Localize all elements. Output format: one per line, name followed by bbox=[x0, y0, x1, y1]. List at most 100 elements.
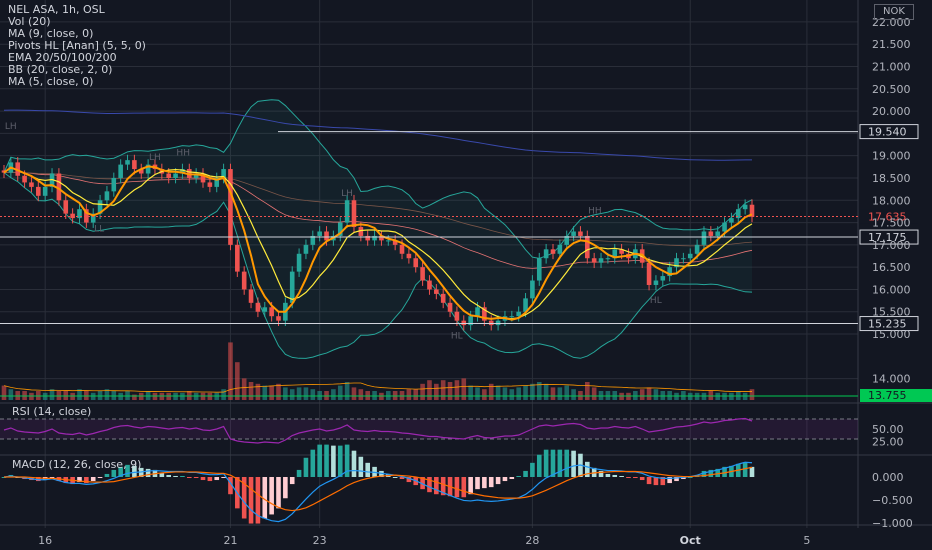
pivot-label: LH bbox=[5, 122, 17, 132]
macd-histogram-bar bbox=[653, 477, 659, 486]
volume-bar bbox=[447, 382, 453, 400]
macd-histogram-bar bbox=[619, 475, 624, 477]
level-label: 15.235 bbox=[868, 318, 907, 331]
volume-bar bbox=[303, 387, 309, 400]
candle-body bbox=[42, 186, 48, 196]
macd-histogram-bar bbox=[207, 477, 213, 482]
candle-body bbox=[735, 209, 741, 219]
candle-body bbox=[392, 240, 398, 245]
macd-histogram-bar bbox=[406, 477, 412, 483]
macd-histogram-bar bbox=[248, 477, 254, 524]
macd-histogram-bar bbox=[77, 477, 82, 483]
macd-histogram-bar bbox=[276, 477, 281, 509]
volume-bar bbox=[406, 389, 412, 400]
candle-body bbox=[29, 182, 34, 187]
currency-button[interactable]: NOK bbox=[874, 4, 914, 20]
pivot-label: HL bbox=[451, 331, 463, 341]
legend-volume[interactable]: Vol (20) bbox=[8, 15, 51, 28]
candle-body bbox=[468, 316, 473, 326]
legend-ema[interactable]: EMA 20/50/100/200 bbox=[8, 51, 117, 64]
volume-bar bbox=[296, 387, 302, 400]
candle-body bbox=[653, 280, 659, 285]
macd-histogram-bar bbox=[365, 462, 371, 477]
price-levels: 19.540 17.175 15.235 17.635 13.755 bbox=[0, 124, 932, 402]
macd-histogram-bar bbox=[97, 477, 103, 479]
macd-histogram-bar bbox=[296, 469, 302, 477]
macd-histogram-bar bbox=[331, 445, 336, 477]
macd-histogram-bar bbox=[193, 477, 199, 479]
pivot-label: HH bbox=[588, 207, 602, 217]
signal-line bbox=[4, 466, 753, 512]
macd-tick-label: 0.000 bbox=[872, 471, 904, 484]
candle-body bbox=[482, 307, 487, 321]
candle-body bbox=[447, 302, 453, 312]
candle-body bbox=[193, 173, 199, 178]
volume-bar bbox=[248, 382, 254, 400]
volume-bar bbox=[221, 389, 226, 400]
candle-body bbox=[509, 316, 515, 318]
volume-bar bbox=[228, 342, 233, 400]
pivot-label: LL bbox=[94, 224, 104, 234]
volume-bar bbox=[516, 387, 521, 400]
rsi-tick-label: 50.00 bbox=[872, 423, 904, 436]
time-tick-label: Oct bbox=[680, 534, 701, 547]
candle-body bbox=[488, 320, 494, 326]
candle-body bbox=[49, 173, 55, 187]
macd-histogram-bar bbox=[399, 477, 405, 480]
legend-ma5[interactable]: MA (5, close, 0) bbox=[8, 75, 94, 88]
ema-50 bbox=[3, 171, 753, 269]
volume-bar bbox=[585, 382, 590, 400]
candle-body bbox=[296, 253, 302, 272]
macd-histogram-bar bbox=[228, 477, 233, 495]
legend-bb[interactable]: BB (20, close, 2, 0) bbox=[8, 63, 113, 76]
macd-histogram-bar bbox=[701, 470, 707, 477]
pivot-label: LH bbox=[149, 153, 161, 163]
macd-histogram-bar bbox=[516, 475, 521, 477]
price-axis: 22.00021.50021.00020.50020.00019.00018.5… bbox=[872, 16, 911, 386]
macd-histogram-bar bbox=[749, 466, 755, 477]
macd-histogram-bar bbox=[303, 457, 309, 477]
macd-histogram-bar bbox=[742, 462, 748, 477]
candle-body bbox=[276, 316, 281, 321]
macd-histogram-bar bbox=[571, 450, 576, 477]
macd-histogram-bar bbox=[475, 477, 480, 490]
rsi-title[interactable]: RSI (14, close) bbox=[12, 405, 92, 418]
macd-histogram-bar bbox=[626, 477, 631, 479]
moving-averages bbox=[3, 165, 753, 321]
candle-body bbox=[708, 231, 714, 236]
volume-bar bbox=[482, 389, 487, 400]
candle-body bbox=[372, 235, 377, 241]
candle-body bbox=[63, 200, 69, 214]
candle-body bbox=[715, 231, 720, 236]
macd-histogram-bar bbox=[241, 477, 247, 519]
level-label: 19.540 bbox=[868, 126, 907, 139]
candle-body bbox=[70, 213, 75, 219]
candle-body bbox=[420, 267, 425, 281]
level-label: 17.175 bbox=[868, 231, 907, 244]
bollinger-lower bbox=[3, 172, 753, 359]
macd-title[interactable]: MACD (12, 26, close, 9) bbox=[12, 458, 142, 471]
macd-histogram-bar bbox=[605, 473, 611, 477]
volume-bar bbox=[132, 394, 137, 400]
candle-body bbox=[36, 186, 41, 196]
volume-bar bbox=[337, 385, 343, 400]
macd-histogram-bar bbox=[708, 469, 714, 477]
volume-bar bbox=[488, 383, 494, 400]
legend-ma9[interactable]: MA (9, close, 0) bbox=[8, 27, 94, 40]
legend-pivots[interactable]: Pivots HL [Anan] (5, 5, 0) bbox=[8, 39, 146, 52]
candle-body bbox=[344, 200, 350, 223]
candle-body bbox=[530, 280, 535, 299]
macd-histogram-bar bbox=[255, 477, 261, 524]
macd-histogram-bar bbox=[715, 468, 720, 477]
candle-body bbox=[694, 244, 700, 254]
candle-body bbox=[77, 209, 82, 219]
macd-histogram-bar bbox=[427, 477, 432, 493]
macd-histogram-bar bbox=[598, 470, 604, 477]
candle-body bbox=[660, 276, 666, 281]
volume-bar bbox=[283, 387, 288, 400]
last-price-label: 17.635 bbox=[868, 211, 907, 224]
macd-histogram-bar bbox=[49, 477, 55, 479]
candle-body bbox=[235, 244, 240, 272]
pivot-label: HH bbox=[176, 149, 190, 159]
symbol-title[interactable]: NEL ASA, 1h, OSL bbox=[8, 3, 105, 16]
